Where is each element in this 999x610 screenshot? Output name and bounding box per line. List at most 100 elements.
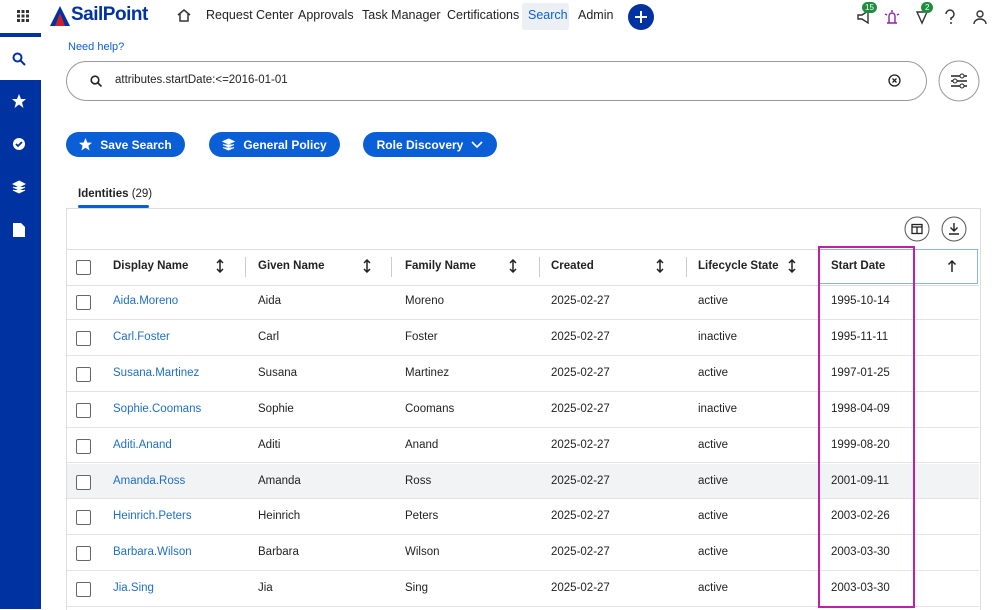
checkbox[interactable] [76,402,91,418]
sort-icon[interactable] [655,259,665,273]
column-header[interactable]: Lifecycle State [698,260,779,272]
cell-text: Sing [405,582,429,595]
tab[interactable]: Identities (29) [78,188,152,200]
columns-button[interactable] [904,216,930,242]
cell-text: active [698,546,729,559]
identity-link[interactable]: Jia.Sing [113,582,154,595]
help-link[interactable]: Need help? [68,41,125,53]
sort-asc-icon[interactable] [947,259,957,273]
checkbox[interactable] [76,582,91,598]
table-row [67,463,979,500]
sidebar [0,33,41,609]
download-button[interactable] [941,216,967,242]
search-nav-icon[interactable] [12,52,26,66]
column-divider [686,257,687,277]
checkbox[interactable] [76,510,91,526]
checkbox[interactable] [76,260,91,275]
cell-text: Susana [258,366,298,379]
identity-link[interactable]: Aditi.Anand [113,438,172,451]
identity-link[interactable]: Aida.Moreno [113,295,179,307]
checkbox[interactable] [76,438,91,454]
tasks-icon[interactable] [914,9,930,25]
nav-item[interactable]: Search [528,8,568,22]
user-icon[interactable] [972,9,988,25]
identity-link[interactable]: Carl.Foster [113,330,170,343]
column-header[interactable]: Created [551,260,594,272]
icon-path [656,259,664,273]
table-row [67,356,979,392]
checkbox[interactable] [76,366,91,382]
nav-item[interactable]: Certifications [447,8,520,22]
sort-icon[interactable] [215,259,225,273]
table-container [66,208,981,610]
cell-text: Carl [258,330,280,343]
layers-icon[interactable] [12,180,26,194]
cell-text: 2025-02-27 [551,366,610,379]
approvals-icon[interactable] [12,137,26,151]
icon-path [363,259,371,273]
add-button[interactable] [628,4,654,30]
sort-icon[interactable] [362,259,372,273]
checkbox[interactable] [76,330,91,346]
cell-text: 2025-02-27 [551,582,610,595]
announce-icon[interactable] [856,9,872,25]
search-query[interactable]: attributes.startDate:<=2016-01-01 [115,74,288,86]
identity-link[interactable]: Heinrich.Peters [113,510,192,523]
cell-text: 2003-02-26 [831,510,890,523]
nav-item[interactable]: Task Manager [362,8,441,22]
cell-text: Coomans [405,402,455,415]
checkbox[interactable] [76,295,91,310]
identity-link[interactable]: Sophie.Coomans [113,402,202,415]
document-icon[interactable] [13,223,25,237]
identity-link[interactable]: Amanda.Ross [113,474,186,487]
apps-icon[interactable] [17,10,29,22]
column-divider [245,257,246,277]
nav-item[interactable]: Request Center [206,8,294,22]
help-icon[interactable] [943,9,957,25]
cell-text: active [698,582,729,595]
alert-icon[interactable] [884,9,900,25]
table-row [67,571,979,608]
search-box[interactable] [66,61,927,101]
identity-link[interactable]: Barbara.Wilson [113,546,192,559]
cell-text: Moreno [405,295,444,307]
favorites-icon[interactable] [12,94,26,108]
cell-text: 2025-02-27 [551,438,610,451]
nav-item[interactable]: Approvals [298,8,354,22]
cell-text: 1999-08-20 [831,438,890,451]
cell-text: Amanda [258,474,301,487]
checkbox[interactable] [76,474,91,490]
column-header[interactable]: Given Name [258,260,325,272]
sort-icon[interactable] [508,259,518,273]
sort-icon[interactable] [787,259,797,273]
home-icon[interactable] [177,9,191,22]
column-divider [539,257,540,277]
header-row [67,249,979,286]
cell-text: active [698,295,729,307]
tab-count: (29) [131,188,153,200]
general-policy-button[interactable]: General Policy [209,132,340,157]
search-icon [90,75,102,87]
cell-text: active [698,366,729,379]
nav-item[interactable]: Admin [578,8,614,22]
table-row [67,392,979,428]
filter-button[interactable] [938,60,980,102]
table-row [67,535,979,572]
tab-label: Identities [78,188,129,200]
save-search-button[interactable]: Save Search [66,132,185,157]
clear-icon[interactable] [888,74,901,87]
checkbox[interactable] [76,546,91,562]
column-header[interactable]: Family Name [405,260,476,272]
logo[interactable]: SailPoint [71,4,148,25]
column-header[interactable]: Start Date [831,260,886,272]
identity-link[interactable]: Susana.Martinez [113,366,200,379]
layers-icon [222,138,236,151]
cell-text: Peters [405,510,439,523]
cell-text: 1998-04-09 [831,402,890,415]
nav-active-bg [522,3,569,30]
role-discovery-button[interactable]: Role Discovery [363,132,497,157]
button-label: Save Search [100,137,172,152]
cell-text: Sophie [258,402,294,415]
cell-text: active [698,438,729,451]
column-header[interactable]: Display Name [113,260,189,272]
